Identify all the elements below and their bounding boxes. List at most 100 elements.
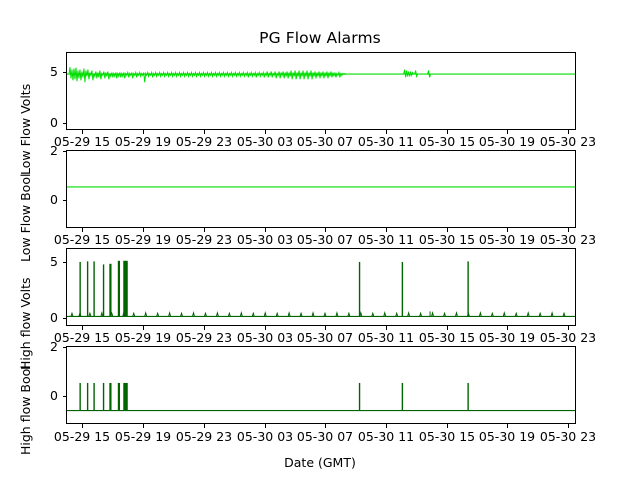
xtick-label: 05-30 15 bbox=[418, 232, 476, 247]
xtick-mark bbox=[325, 326, 326, 330]
ytick-mark bbox=[62, 151, 66, 152]
plot-area-high-flow-volts bbox=[67, 249, 575, 325]
xtick-label: 05-30 23 bbox=[539, 429, 597, 444]
xtick-label: 05-30 07 bbox=[296, 330, 354, 345]
xtick-mark bbox=[447, 326, 448, 330]
ytick-mark bbox=[62, 72, 66, 73]
xtick-mark bbox=[82, 326, 83, 330]
series-low-flow-volts bbox=[67, 67, 575, 83]
plot-area-low-flow-volts bbox=[67, 53, 575, 129]
xtick-label: 05-30 19 bbox=[478, 330, 536, 345]
series-low-flow-bool bbox=[67, 186, 575, 188]
ytick-low-flow-bool-2: 2 bbox=[50, 143, 58, 158]
xtick-mark bbox=[568, 228, 569, 232]
xtick-mark bbox=[265, 326, 266, 330]
xtick-label: 05-29 15 bbox=[53, 330, 111, 345]
ylabel-low-flow-volts: Low Flow Volts bbox=[18, 83, 33, 175]
xtick-label: 05-30 03 bbox=[236, 429, 294, 444]
xtick-mark bbox=[204, 130, 205, 134]
xtick-label: 05-30 19 bbox=[478, 429, 536, 444]
xtick-label: 05-29 23 bbox=[175, 232, 233, 247]
xtick-label: 05-29 15 bbox=[53, 232, 111, 247]
xtick-label: 05-29 19 bbox=[114, 232, 172, 247]
ytick-mark bbox=[62, 262, 66, 263]
subplot-low-flow-volts bbox=[66, 52, 576, 130]
xtick-mark bbox=[82, 424, 83, 428]
xtick-mark bbox=[447, 130, 448, 134]
xtick-mark bbox=[204, 424, 205, 428]
plot-area-high-flow-bool bbox=[67, 347, 575, 423]
xtick-mark bbox=[82, 228, 83, 232]
xtick-mark bbox=[325, 130, 326, 134]
xtick-label: 05-29 23 bbox=[175, 429, 233, 444]
xtick-mark bbox=[447, 228, 448, 232]
xtick-mark bbox=[143, 424, 144, 428]
xtick-mark bbox=[204, 228, 205, 232]
xlabel: Date (GMT) bbox=[284, 455, 356, 470]
subplot-high-flow-bool bbox=[66, 346, 576, 424]
xtick-mark bbox=[265, 424, 266, 428]
xtick-label: 05-29 23 bbox=[175, 330, 233, 345]
xtick-mark bbox=[386, 228, 387, 232]
ytick-mark bbox=[62, 123, 66, 124]
xtick-mark bbox=[507, 228, 508, 232]
xtick-label: 05-30 15 bbox=[418, 429, 476, 444]
xtick-label: 05-30 03 bbox=[236, 330, 294, 345]
xtick-mark bbox=[386, 130, 387, 134]
ylabel-low-flow-bool: Low Flow Bool bbox=[18, 173, 33, 262]
xtick-mark bbox=[507, 130, 508, 134]
xtick-mark bbox=[143, 326, 144, 330]
xtick-label: 05-30 15 bbox=[418, 134, 476, 149]
xtick-label: 05-29 23 bbox=[175, 134, 233, 149]
xtick-mark bbox=[82, 130, 83, 134]
ytick-low-flow-volts-5: 5 bbox=[50, 64, 58, 79]
ytick-low-flow-bool-0: 0 bbox=[50, 192, 58, 207]
xtick-label: 05-30 23 bbox=[539, 232, 597, 247]
subplot-low-flow-bool bbox=[66, 150, 576, 228]
xtick-label: 05-30 15 bbox=[418, 330, 476, 345]
xtick-label: 05-30 07 bbox=[296, 429, 354, 444]
xtick-label: 05-30 23 bbox=[539, 330, 597, 345]
xtick-label: 05-29 15 bbox=[53, 429, 111, 444]
series-high-flow-bool bbox=[67, 382, 575, 412]
xtick-label: 05-30 11 bbox=[357, 232, 415, 247]
xtick-mark bbox=[507, 424, 508, 428]
ytick-mark bbox=[62, 396, 66, 397]
ytick-mark bbox=[62, 200, 66, 201]
xtick-mark bbox=[568, 424, 569, 428]
xtick-label: 05-30 23 bbox=[539, 134, 597, 149]
ytick-low-flow-volts-0: 0 bbox=[50, 115, 58, 130]
xtick-mark bbox=[568, 130, 569, 134]
ylabel-high-flow-bool: High flow Bool bbox=[18, 365, 33, 455]
series-high-flow-volts bbox=[67, 260, 575, 317]
xtick-label: 05-29 15 bbox=[53, 134, 111, 149]
ytick-high-flow-bool-2: 2 bbox=[50, 339, 58, 354]
ytick-mark bbox=[62, 347, 66, 348]
xtick-mark bbox=[507, 326, 508, 330]
xtick-mark bbox=[447, 424, 448, 428]
xtick-label: 05-30 11 bbox=[357, 134, 415, 149]
ytick-high-flow-bool-0: 0 bbox=[50, 388, 58, 403]
xtick-label: 05-30 19 bbox=[478, 232, 536, 247]
xtick-label: 05-30 03 bbox=[236, 134, 294, 149]
xtick-label: 05-30 07 bbox=[296, 232, 354, 247]
page-title: PG Flow Alarms bbox=[259, 29, 381, 47]
xtick-label: 05-29 19 bbox=[114, 134, 172, 149]
subplot-high-flow-volts bbox=[66, 248, 576, 326]
xtick-mark bbox=[265, 130, 266, 134]
xtick-mark bbox=[325, 228, 326, 232]
xtick-label: 05-29 19 bbox=[114, 330, 172, 345]
ytick-mark bbox=[62, 318, 66, 319]
xtick-mark bbox=[568, 326, 569, 330]
xtick-mark bbox=[386, 326, 387, 330]
xtick-label: 05-30 11 bbox=[357, 330, 415, 345]
xtick-label: 05-30 03 bbox=[236, 232, 294, 247]
ytick-high-flow-volts-0: 0 bbox=[50, 310, 58, 325]
xtick-label: 05-30 11 bbox=[357, 429, 415, 444]
xtick-label: 05-29 19 bbox=[114, 429, 172, 444]
xtick-mark bbox=[325, 424, 326, 428]
xtick-mark bbox=[386, 424, 387, 428]
xtick-mark bbox=[204, 326, 205, 330]
ytick-high-flow-volts-5: 5 bbox=[50, 254, 58, 269]
